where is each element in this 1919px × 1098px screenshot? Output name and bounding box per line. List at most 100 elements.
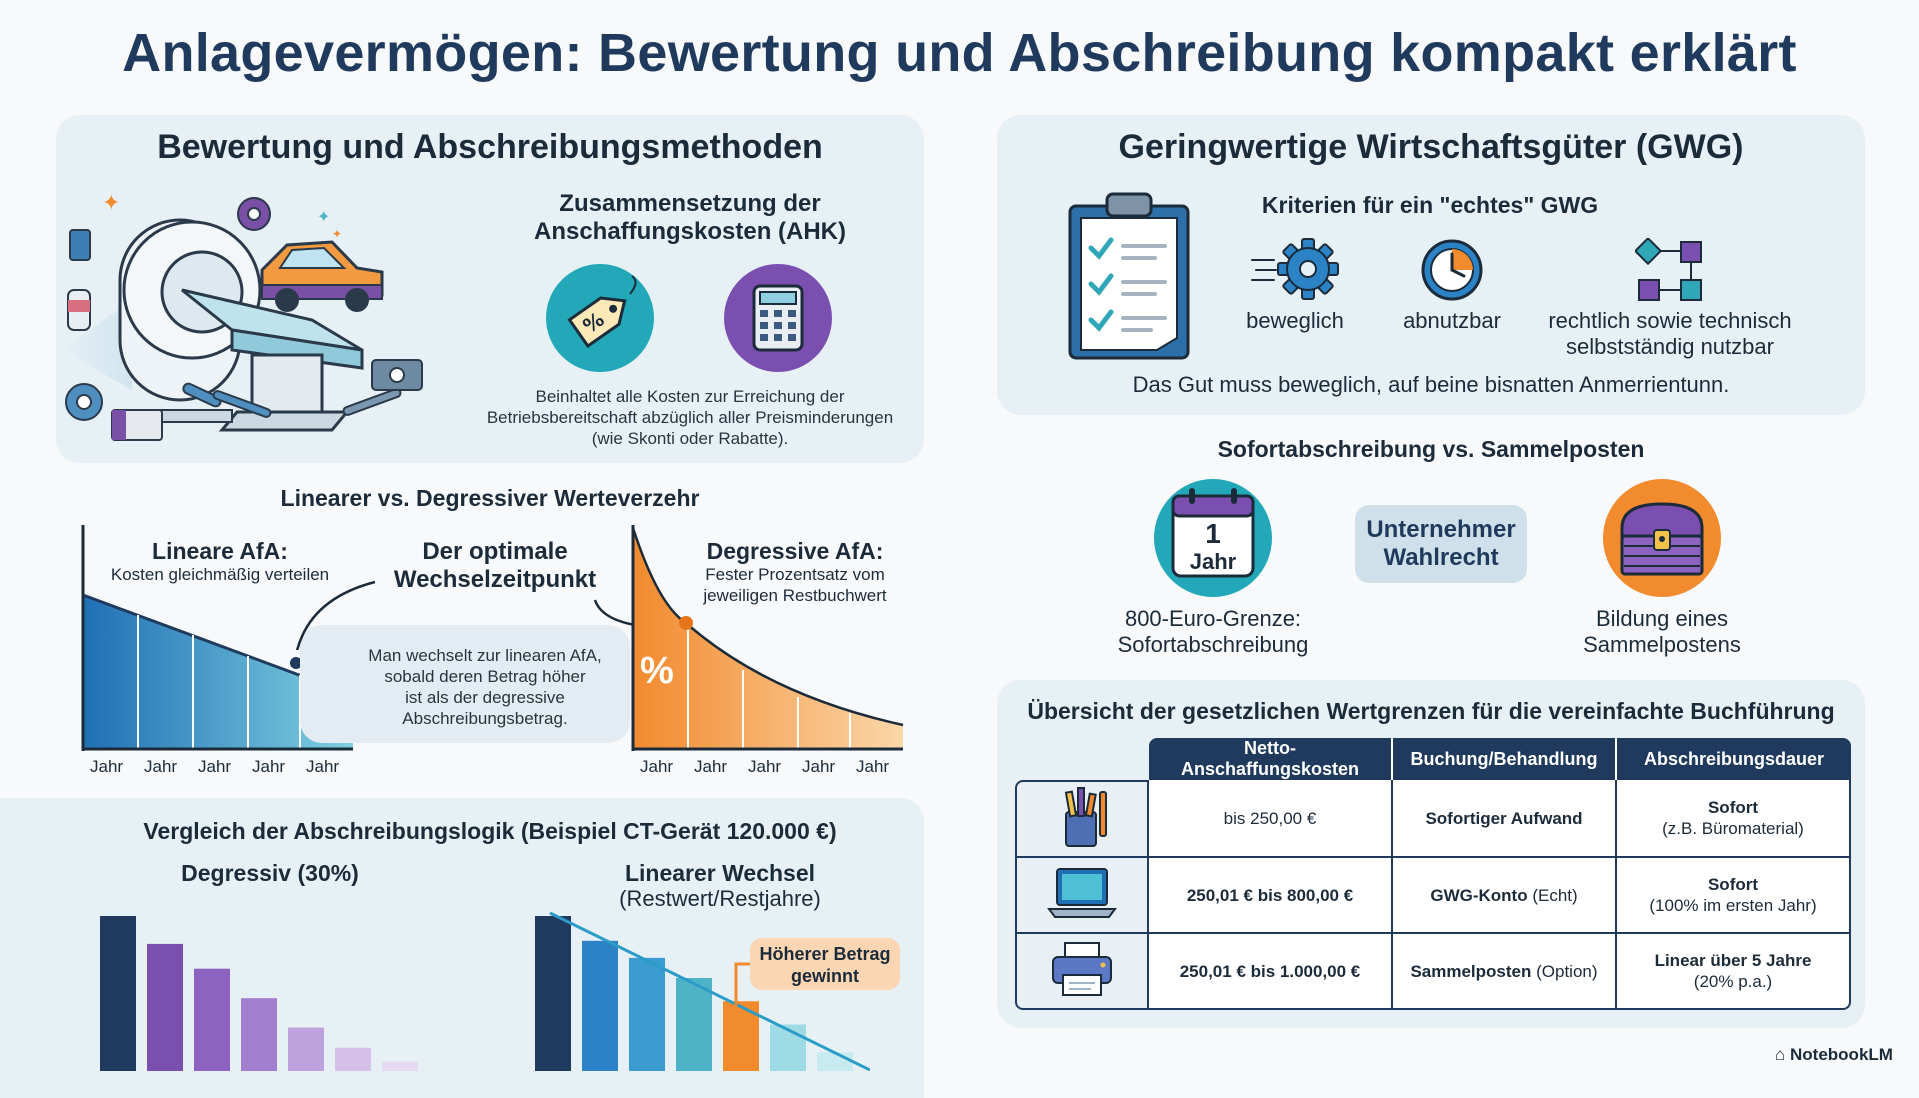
- year-label: Jahr: [198, 757, 232, 776]
- linear-switch-label-line2: (Restwert/Restjahre): [619, 886, 821, 911]
- comparison-bar: [676, 978, 712, 1071]
- comparison-bar: [382, 1061, 418, 1071]
- ct-scanner-illustration: ✦ ✦ ✦: [62, 191, 423, 441]
- booking-text: Sofortiger Aufwand: [1425, 808, 1583, 828]
- brand-name: NotebookLM: [1790, 1045, 1893, 1064]
- ahk-heading-line2: Anschaffungskosten (AHK): [533, 218, 846, 245]
- entrepreneur-choice-badge: [1355, 505, 1527, 583]
- pencil-cup-icon: [1064, 786, 1107, 847]
- sammel-right-line1: Bildung eines: [1595, 606, 1729, 631]
- degressive-depreciation-chart: [631, 525, 904, 751]
- linear-year-axis: Jahr Jahr Jahr Jahr Jahr: [80, 757, 360, 779]
- comparison-bar: [241, 998, 277, 1071]
- booking-text: GWG-Konto: [1430, 885, 1528, 905]
- page-title: Anlagevermögen: Bewertung und Abschreibu…: [122, 23, 1797, 83]
- table-row: 250,01 € bis 800,00 € GWG-Konto (Echt) S…: [1015, 858, 1851, 934]
- year-label: Jahr: [748, 757, 782, 776]
- comparison-bar: [288, 1027, 324, 1071]
- callout-connector: [734, 962, 750, 1006]
- column-header-booking: Buchung/Behandlung: [1393, 738, 1617, 780]
- callout-line2: gewinnt: [791, 966, 859, 986]
- duration-main: Sofort: [1707, 875, 1759, 894]
- ahk-description-line2: Betriebsbereitschaft abzüglich aller Pre…: [486, 408, 894, 427]
- comparison-bar: [100, 916, 136, 1071]
- row-icon-cell: [1015, 934, 1149, 1010]
- svg-text:✦: ✦: [102, 191, 120, 216]
- switch-explanation-line1: Man wechselt zur linearen AfA,: [368, 646, 602, 665]
- duration-main: Sofort: [1707, 798, 1759, 817]
- svg-text:✦: ✦: [332, 227, 342, 241]
- higher-amount-callout: [750, 938, 900, 990]
- cell-booking: Sammelposten (Option): [1393, 934, 1617, 1010]
- comparison-bar: [147, 943, 183, 1071]
- laptop-icon: [1047, 867, 1117, 918]
- calendar-icon: [1154, 479, 1272, 597]
- gwg-heading: Geringwertige Wirtschaftsgüter (GWG): [1118, 128, 1744, 166]
- year-label: Jahr: [802, 757, 836, 776]
- clipboard-icon: [1068, 192, 1190, 360]
- comparison-bar: [194, 968, 230, 1071]
- table-corner: [1015, 738, 1149, 780]
- criterion-wearable: abnutzbar: [1403, 308, 1501, 333]
- degressive-30-label: Degressiv (30%): [181, 860, 359, 886]
- linear-afa-title: Lineare AfA:: [152, 538, 288, 564]
- linear-afa-subtitle: Kosten gleichmäßig verteilen: [110, 565, 330, 584]
- gwg-criteria-heading: Kriterien für ein "echtes" GWG: [1261, 192, 1599, 218]
- callout-line1: Höherer Betrag: [759, 944, 891, 964]
- criterion-movable: beweglich: [1246, 308, 1344, 333]
- treasure-chest-icon: [1603, 479, 1721, 597]
- linear-depreciation-chart: [81, 525, 354, 751]
- duration-sub: (20% p.a.): [1693, 972, 1773, 991]
- switch-explanation-box: [300, 625, 630, 743]
- comparison-trend-line: [549, 911, 870, 1071]
- ahk-description-line3: (wie Skonti oder Rabatte).: [591, 429, 789, 448]
- row-icon-cell: [1015, 858, 1149, 934]
- linear-vs-heading: Linearer vs. Degressiver Werteverzehr: [280, 485, 700, 511]
- linear-switch-comparison-bars: [535, 916, 853, 1071]
- year-label: Jahr: [640, 757, 674, 776]
- cell-booking: GWG-Konto (Echt): [1393, 858, 1617, 934]
- overview-heading: Übersicht der gesetzlichen Wertgrenzen f…: [1027, 698, 1835, 724]
- cell-duration: Linear über 5 Jahre (20% p.a.): [1617, 934, 1851, 1010]
- duration-main: Linear über 5 Jahre: [1654, 951, 1812, 970]
- cell-cost: 250,01 € bis 800,00 €: [1149, 858, 1393, 934]
- calendar-word: Jahr: [1189, 549, 1237, 574]
- optimal-switch-title-line2: Wechselzeitpunkt: [393, 566, 597, 593]
- sofort-left-line2: Sofortabschreibung: [1117, 632, 1309, 657]
- column-header-cost: Netto-Anschaffungskosten: [1149, 738, 1393, 780]
- calendar-number: 1: [1205, 518, 1221, 549]
- booking-extra: (Echt): [1527, 885, 1578, 905]
- year-label: Jahr: [856, 757, 890, 776]
- sofort-heading: Sofortabschreibung vs. Sammelposten: [1217, 436, 1645, 462]
- table-row: 250,01 € bis 1.000,00 € Sammelposten (Op…: [1015, 934, 1851, 1010]
- calculator-icon: [724, 264, 832, 372]
- sofort-left-line1: 800-Euro-Grenze:: [1124, 606, 1302, 631]
- degressive-comparison-bars: [100, 916, 418, 1071]
- cell-duration: Sofort (z.B. Büromaterial): [1617, 780, 1851, 858]
- gwg-note: Das Gut muss beweglich, auf beine bisnat…: [1132, 372, 1730, 397]
- cell-duration: Sofort (100% im ersten Jahr): [1617, 858, 1851, 934]
- comparison-bar: [770, 1024, 806, 1071]
- degressive-afa-title: Degressive AfA:: [706, 538, 884, 564]
- svg-text:✦: ✦: [317, 207, 330, 226]
- table-row: bis 250,00 € Sofortiger Aufwand Sofort (…: [1015, 780, 1851, 858]
- degressive-afa-subtitle-line2: jeweiligen Restbuchwert: [703, 586, 887, 605]
- cell-booking: Sofortiger Aufwand: [1393, 780, 1617, 858]
- notebook-icon: ⌂: [1775, 1045, 1786, 1064]
- booking-text: Sammelposten: [1410, 961, 1532, 981]
- comparison-heading: Vergleich der Abschreibungslogik (Beispi…: [143, 818, 837, 844]
- year-label: Jahr: [306, 757, 340, 776]
- linear-switch-label-line1: Linearer Wechsel: [624, 860, 816, 886]
- year-label: Jahr: [252, 757, 286, 776]
- overview-table: Netto-Anschaffungskosten Buchung/Behandl…: [1015, 738, 1851, 1010]
- year-label: Jahr: [90, 757, 124, 776]
- sammel-right-line2: Sammelpostens: [1583, 632, 1741, 657]
- clock-icon: [1421, 239, 1483, 301]
- comparison-bar: [629, 957, 665, 1071]
- criterion-independent-line1: rechtlich sowie technisch: [1548, 308, 1792, 333]
- duration-sub: (100% im ersten Jahr): [1649, 896, 1817, 915]
- valuation-heading: Bewertung und Abschreibungsmethoden: [157, 128, 823, 166]
- criterion-independent-line2: selbstständig nutzbar: [1566, 334, 1774, 359]
- column-header-duration: Abschreibungsdauer: [1617, 738, 1851, 780]
- cell-cost: 250,01 € bis 1.000,00 €: [1149, 934, 1393, 1010]
